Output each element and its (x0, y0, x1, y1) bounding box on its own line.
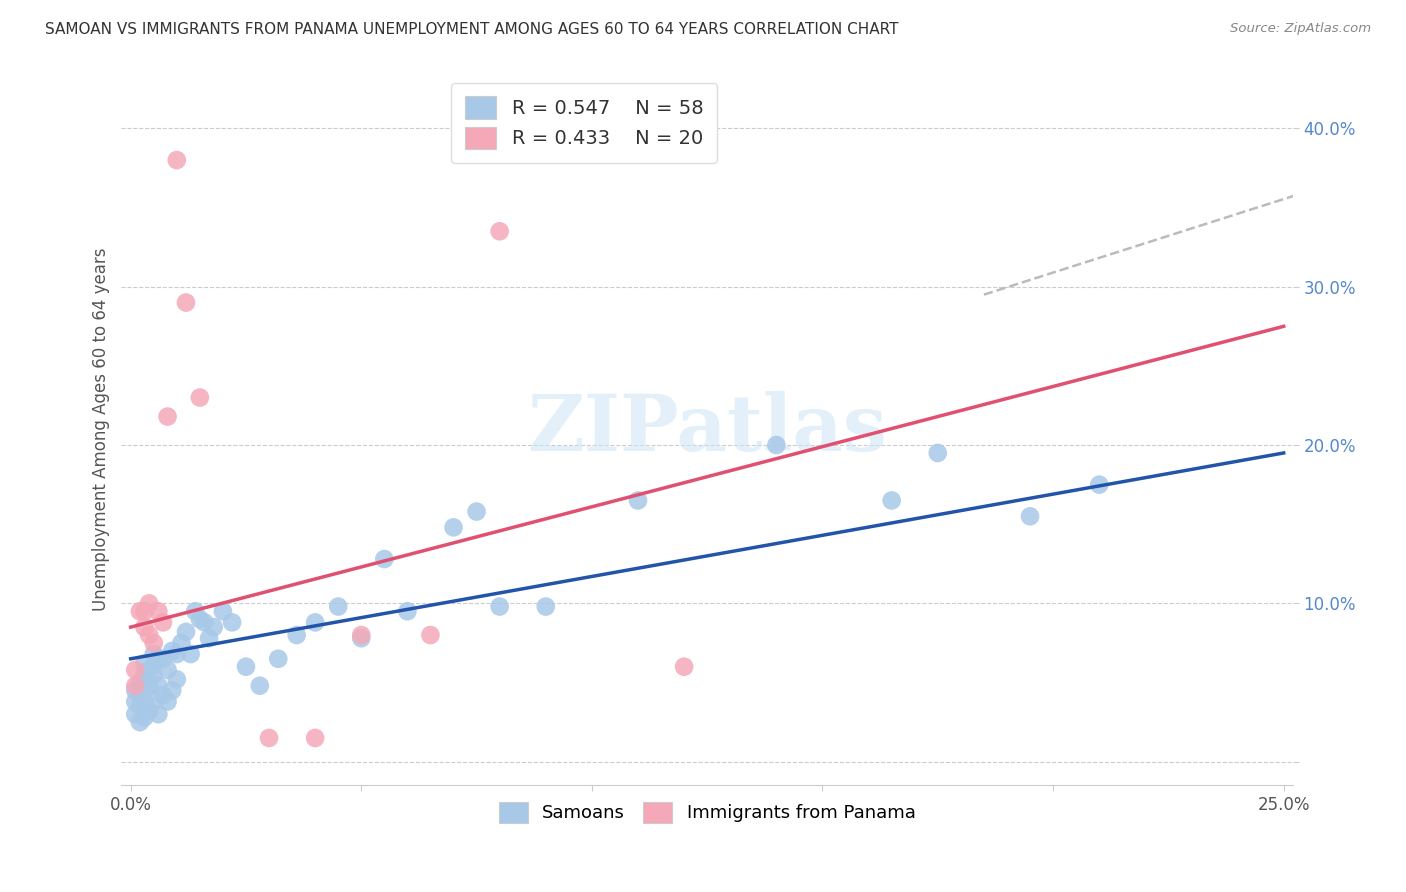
Text: Source: ZipAtlas.com: Source: ZipAtlas.com (1230, 22, 1371, 36)
Point (257, 731, 280, 745)
Point (128, 675, 150, 690)
Point (138, 596, 160, 610)
Point (124, 679, 146, 693)
Point (627, 493, 650, 508)
Y-axis label: Unemployment Among Ages 60 to 64 years: Unemployment Among Ages 60 to 64 years (93, 247, 110, 611)
Point (148, 604, 170, 618)
Point (142, 636, 165, 650)
Point (134, 604, 156, 618)
Point (152, 652, 174, 666)
Point (350, 631, 373, 645)
Point (673, 659, 696, 673)
Point (765, 438, 787, 452)
Point (138, 679, 160, 693)
Text: SAMOAN VS IMMIGRANTS FROM PANAMA UNEMPLOYMENT AMONG AGES 60 TO 64 YEARS CORRELAT: SAMOAN VS IMMIGRANTS FROM PANAMA UNEMPLO… (45, 22, 898, 37)
Point (180, 647, 202, 661)
Point (235, 659, 257, 673)
Point (419, 628, 441, 642)
Point (160, 644, 183, 658)
Point (128, 604, 150, 618)
Point (350, 628, 373, 642)
Point (134, 620, 156, 634)
Point (134, 667, 156, 681)
Point (148, 707, 170, 722)
Point (160, 683, 183, 698)
Point (166, 647, 188, 661)
Point (148, 652, 170, 666)
Point (156, 694, 179, 708)
Point (166, 673, 188, 687)
Point (267, 652, 290, 666)
Point (142, 694, 165, 708)
Point (134, 710, 156, 724)
Point (124, 694, 146, 708)
Point (174, 624, 197, 639)
Point (156, 663, 179, 677)
Text: ZIPatlas: ZIPatlas (527, 392, 887, 467)
Point (124, 663, 146, 677)
Point (124, 683, 146, 698)
Point (134, 683, 156, 698)
Point (465, 504, 488, 518)
Point (285, 628, 308, 642)
Point (138, 704, 160, 718)
Point (212, 604, 235, 618)
Point (880, 493, 903, 508)
Point (128, 699, 150, 714)
Point (124, 707, 146, 722)
Point (184, 604, 207, 618)
Point (198, 631, 221, 645)
Point (174, 295, 197, 310)
Point (188, 391, 211, 405)
Point (193, 615, 215, 630)
Point (304, 615, 326, 630)
Point (142, 667, 165, 681)
Point (170, 636, 193, 650)
Point (188, 612, 211, 626)
Point (927, 446, 949, 460)
Point (142, 647, 165, 661)
Point (134, 694, 156, 708)
Point (134, 657, 156, 671)
Point (152, 688, 174, 702)
Point (128, 688, 150, 702)
Point (202, 620, 225, 634)
Point (534, 599, 557, 614)
Point (166, 153, 188, 167)
Point (1019, 509, 1042, 524)
Point (396, 604, 419, 618)
Point (488, 224, 510, 238)
Point (488, 599, 510, 614)
Point (148, 679, 170, 693)
Point (138, 628, 160, 642)
Point (328, 599, 350, 614)
Point (373, 552, 395, 566)
Legend: Samoans, Immigrants from Panama: Samoans, Immigrants from Panama (492, 795, 922, 830)
Point (156, 409, 179, 424)
Point (221, 615, 243, 630)
Point (152, 615, 174, 630)
Point (443, 520, 465, 534)
Point (249, 679, 271, 693)
Point (128, 715, 150, 730)
Point (1088, 477, 1111, 491)
Point (138, 663, 160, 677)
Point (304, 731, 326, 745)
